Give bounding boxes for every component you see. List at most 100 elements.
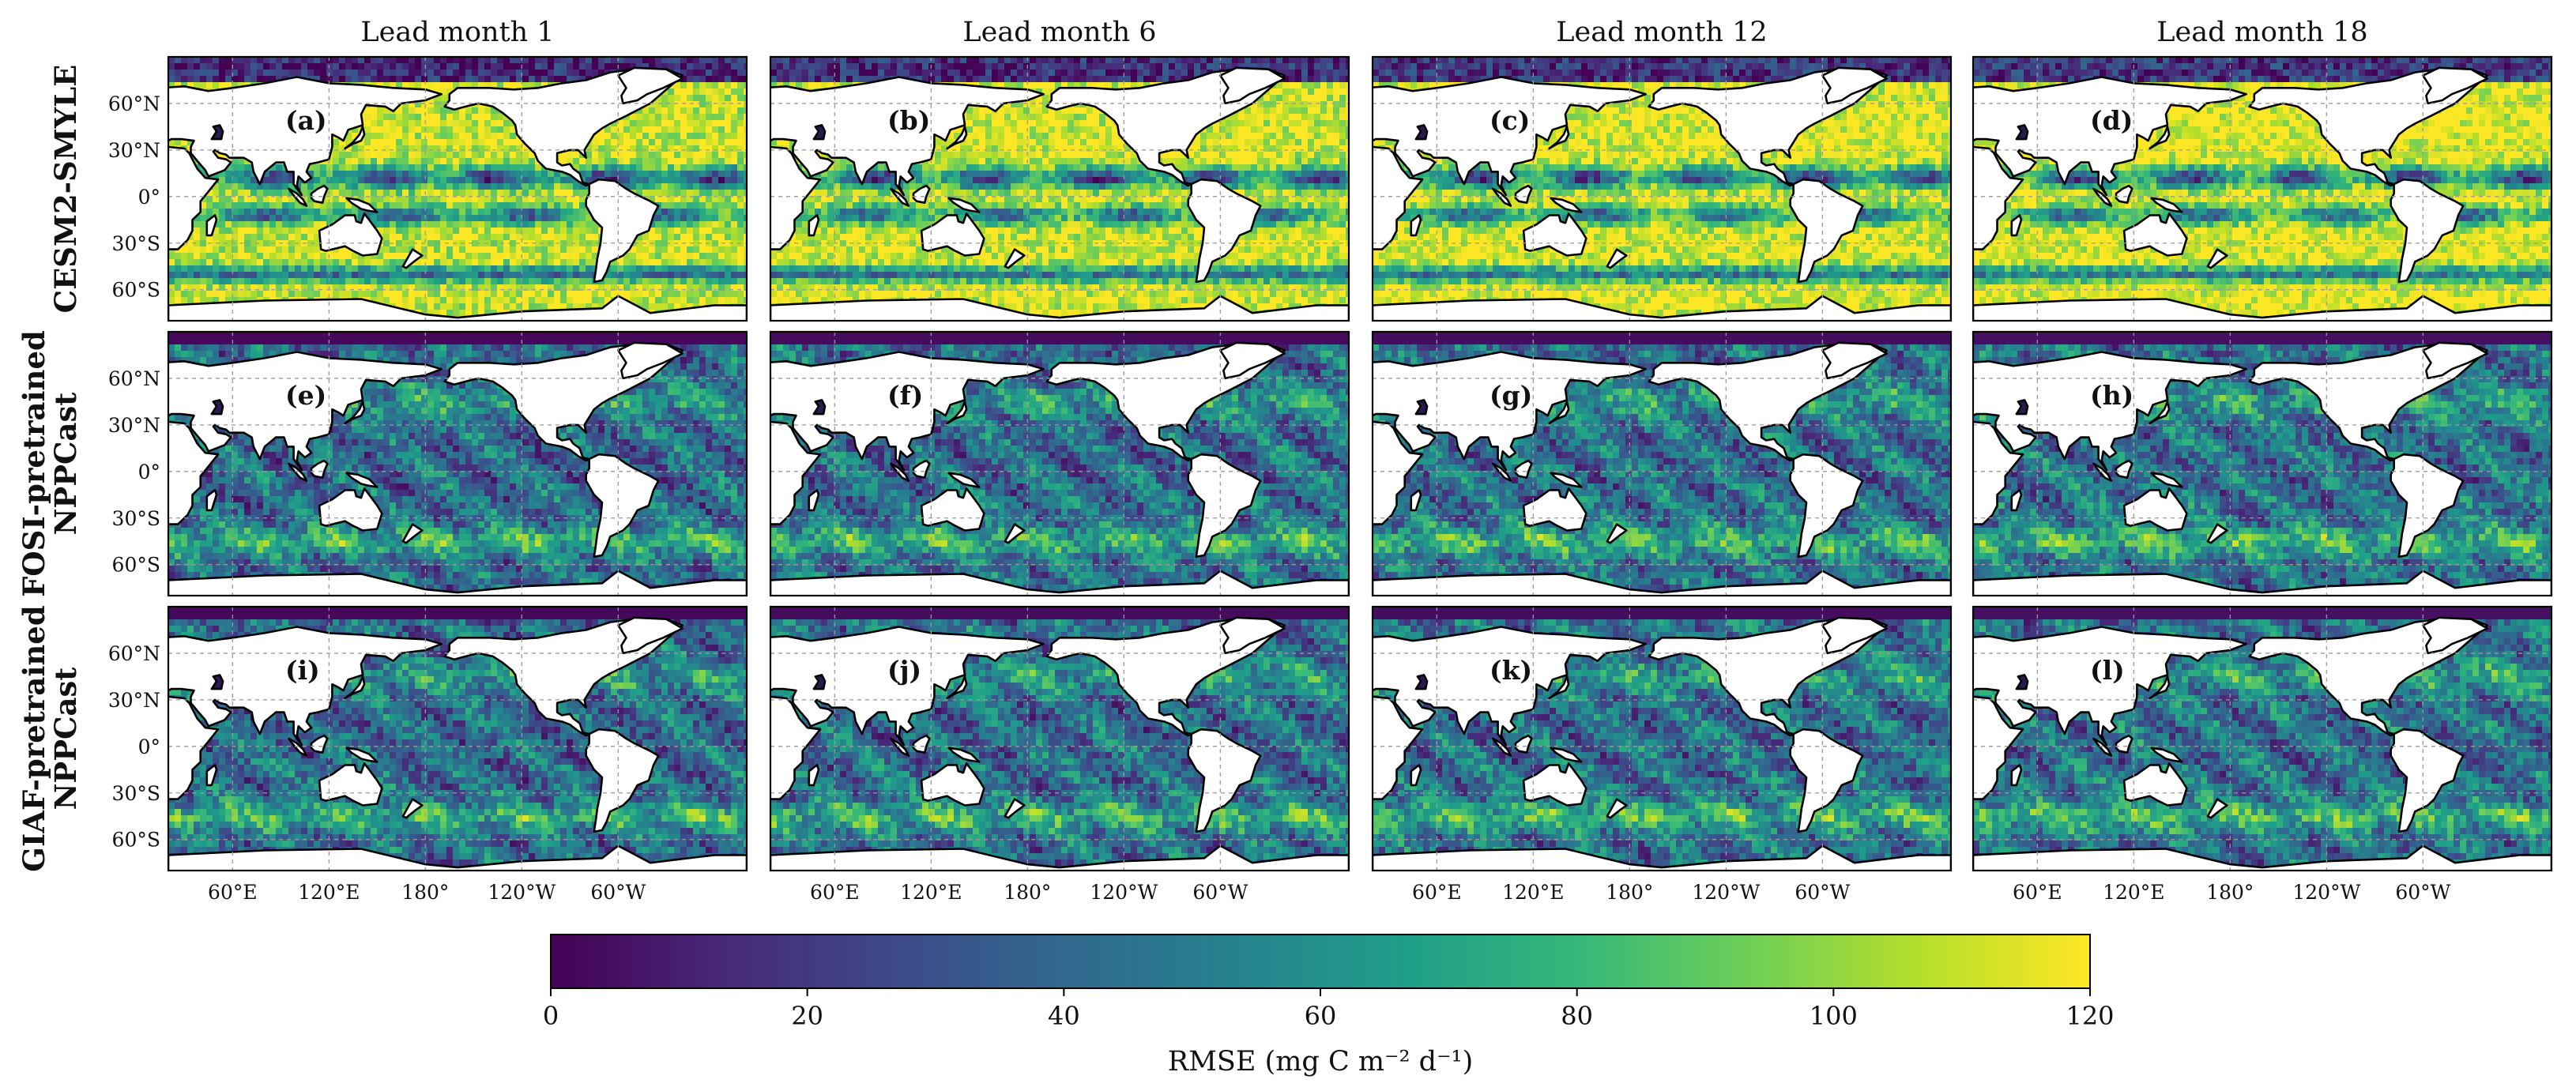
row-labels: CESM2-SMYLEFOSI-pretrainedNPPCastGIAF-pr… bbox=[17, 65, 83, 872]
map-panel-b: (b) bbox=[769, 55, 1350, 322]
panel-label: (i) bbox=[285, 655, 320, 686]
land-newzealand bbox=[1606, 523, 1628, 544]
gridlines bbox=[770, 57, 1349, 321]
land-madagascar bbox=[1410, 764, 1422, 787]
lat-tick-label: 0° bbox=[138, 186, 160, 209]
map-panel-i: (i) 60°N 30°N 0° 30°S 60°S 60°E 120°E 180° 120°W 6… bbox=[108, 605, 748, 904]
land-australia bbox=[2122, 213, 2188, 257]
land-africa bbox=[1373, 145, 1424, 250]
land-borneo bbox=[1514, 184, 1533, 204]
land-sumatra bbox=[2092, 737, 2113, 757]
row-label: CESM2-SMYLE bbox=[48, 65, 83, 314]
land-sumatra bbox=[890, 737, 910, 757]
land-samerica bbox=[1187, 728, 1262, 833]
map-panel-h: (h) bbox=[1972, 330, 2553, 597]
map-field bbox=[1973, 607, 2552, 871]
land-australia bbox=[2122, 762, 2188, 807]
land-africa bbox=[168, 420, 220, 525]
map-panel-a: (a) 60°N 30°N 0° 30°S 60°S bbox=[108, 55, 748, 322]
column-title: Lead month 1 bbox=[360, 17, 554, 48]
panel-frame bbox=[167, 605, 748, 872]
continents bbox=[1973, 66, 2552, 321]
land-antarctica bbox=[1373, 295, 1951, 321]
lat-tick-label: 60°S bbox=[112, 554, 160, 577]
panel-label: (a) bbox=[285, 105, 327, 136]
land-australia bbox=[1522, 213, 1587, 257]
land-eurasia bbox=[1373, 351, 1647, 472]
land-borneo bbox=[912, 459, 931, 479]
land-caspian bbox=[812, 124, 827, 141]
land-borneo bbox=[912, 184, 931, 204]
land-africa bbox=[770, 145, 822, 250]
panel-frame bbox=[1371, 330, 1953, 597]
land-australia bbox=[2122, 487, 2188, 532]
panel-frame bbox=[1972, 330, 2553, 597]
continents bbox=[770, 341, 1349, 596]
land-japan bbox=[344, 675, 366, 700]
lat-tick-label: 0° bbox=[138, 461, 160, 483]
land-madagascar bbox=[808, 214, 820, 237]
lat-tick-label: 30°S bbox=[112, 507, 160, 530]
land-newzealand bbox=[2206, 523, 2228, 544]
column-title: Lead month 18 bbox=[2156, 17, 2367, 48]
lon-tick-label: 180° bbox=[2206, 881, 2254, 904]
lon-tick-label: 120°E bbox=[1502, 881, 1564, 904]
land-newguinea bbox=[345, 472, 378, 488]
map-panel-j: (j) 60°E 120°E 180° 120°W 60°W bbox=[769, 605, 1350, 904]
land-newzealand bbox=[2206, 248, 2228, 269]
land-greenland bbox=[1821, 616, 1888, 655]
land-madagascar bbox=[808, 764, 820, 787]
panel-label: (j) bbox=[887, 655, 921, 686]
continents bbox=[168, 616, 747, 871]
land-japan bbox=[1548, 675, 1570, 700]
panel-label: (h) bbox=[2090, 380, 2133, 411]
land-africa bbox=[1973, 145, 2024, 250]
map-panel-d: (d) bbox=[1972, 55, 2553, 322]
colorbar-tick-label: 120 bbox=[2066, 1001, 2114, 1031]
lon-tick-label: 60°W bbox=[1192, 881, 1248, 904]
lon-tick-label: 120°W bbox=[2292, 881, 2360, 904]
land-newzealand bbox=[401, 798, 424, 819]
land-borneo bbox=[2115, 459, 2133, 479]
land-newguinea bbox=[947, 472, 981, 488]
land-japan bbox=[1548, 401, 1570, 425]
land-greenland bbox=[1219, 341, 1286, 380]
land-caspian bbox=[812, 674, 827, 690]
colorbar-bar bbox=[550, 934, 2091, 989]
colorbar-tick-label: 60 bbox=[1305, 1001, 1337, 1031]
continents bbox=[1373, 341, 1951, 596]
lon-tick-label: 120°E bbox=[2103, 881, 2164, 904]
colorbar-tick-label: 20 bbox=[791, 1001, 823, 1031]
map-panel-c: (c) bbox=[1371, 55, 1953, 322]
land-eurasia bbox=[1973, 626, 2247, 747]
continents bbox=[1973, 341, 2552, 596]
lon-tick-label: 60°W bbox=[590, 881, 646, 904]
land-antarctica bbox=[770, 570, 1349, 596]
lon-tick-label: 180° bbox=[401, 881, 449, 904]
continents bbox=[168, 66, 747, 321]
land-japan bbox=[946, 401, 968, 425]
gridlines bbox=[1373, 607, 1951, 871]
panel-frame bbox=[1972, 605, 2553, 872]
panel-frame bbox=[769, 605, 1350, 872]
land-newguinea bbox=[345, 197, 378, 213]
lon-tick-label: 120°W bbox=[1692, 881, 1760, 904]
land-newguinea bbox=[947, 747, 981, 763]
land-greenland bbox=[617, 66, 684, 105]
lon-tick-label: 120°W bbox=[488, 881, 555, 904]
lon-tick-label: 120°E bbox=[298, 881, 360, 904]
land-africa bbox=[168, 145, 220, 250]
map-panel-g: (g) bbox=[1371, 330, 1953, 597]
gridlines bbox=[1973, 57, 2552, 321]
land-japan bbox=[1548, 126, 1570, 150]
map-field bbox=[168, 607, 747, 871]
land-eurasia bbox=[1373, 76, 1647, 197]
land-africa bbox=[1973, 420, 2024, 525]
row-label-line: NPPCast bbox=[48, 668, 83, 811]
land-australia bbox=[318, 762, 383, 807]
panel-frame bbox=[769, 55, 1350, 322]
land-japan bbox=[344, 126, 366, 150]
land-borneo bbox=[1514, 459, 1533, 479]
land-antarctica bbox=[1373, 844, 1951, 871]
land-eurasia bbox=[1373, 626, 1647, 747]
